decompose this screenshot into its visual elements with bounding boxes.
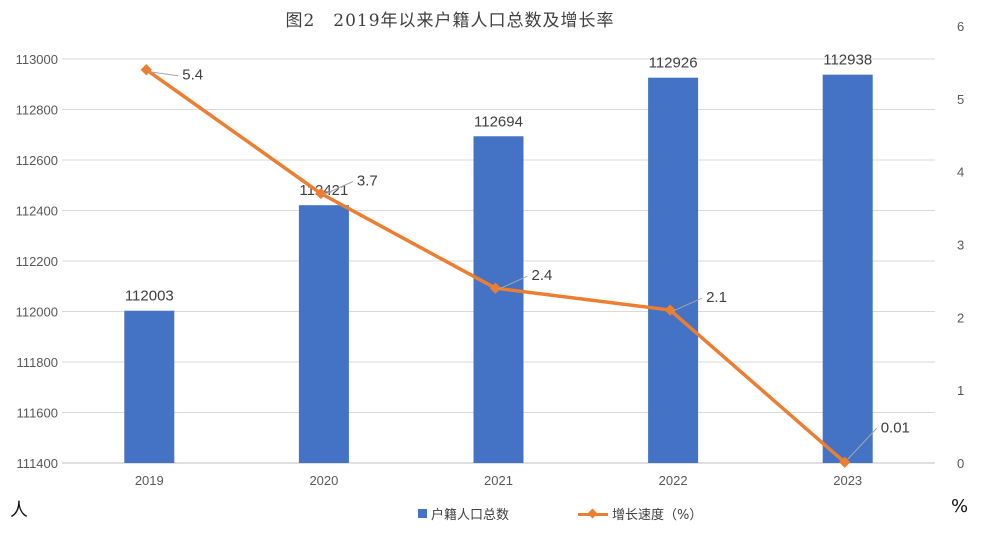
line-marker <box>315 187 327 200</box>
legend-item-bar[interactable]: 户籍人口总数 <box>418 504 509 523</box>
right-axis-tick-label: 6 <box>957 19 964 34</box>
legend: 户籍人口总数 增长速度（%） <box>0 504 1000 524</box>
legend-bar-swatch <box>418 509 427 518</box>
right-axis-tick-label: 1 <box>957 383 964 398</box>
left-axis-tick-label: 112000 <box>16 305 58 320</box>
x-axis-tick-label: 2022 <box>659 473 688 488</box>
bar <box>822 74 873 463</box>
bar-data-label: 112003 <box>125 288 174 305</box>
line-data-label: 2.1 <box>706 289 727 306</box>
line-data-label: 5.4 <box>182 67 203 84</box>
right-axis-tick-label: 5 <box>957 92 964 107</box>
left-axis-tick-label: 111800 <box>17 355 58 370</box>
left-axis-tick-label: 112400 <box>16 204 58 219</box>
left-axis-tick-label: 112600 <box>16 153 58 168</box>
left-axis-tick-label: 113000 <box>16 52 58 67</box>
bar <box>124 310 175 463</box>
data-label-leader <box>149 71 179 77</box>
legend-line-swatch <box>578 509 608 519</box>
data-label-leader <box>672 297 703 312</box>
line-data-label: 2.4 <box>532 267 553 284</box>
x-axis-tick-label: 2019 <box>135 473 164 488</box>
left-axis-tick-label: 112800 <box>16 103 58 118</box>
bar-data-label: 112938 <box>823 52 872 69</box>
line-marker <box>489 282 502 294</box>
line-data-label: 0.01 <box>881 419 910 436</box>
right-axis-tick-label: 4 <box>957 165 964 180</box>
x-axis-tick-label: 2020 <box>309 473 338 488</box>
right-axis-tick-label: 2 <box>957 310 964 325</box>
legend-label-bar: 户籍人口总数 <box>431 508 510 523</box>
data-label-leader <box>498 275 528 290</box>
legend-item-line[interactable]: 增长速度（%） <box>578 504 702 523</box>
left-axis-tick-label: 111400 <box>17 456 58 471</box>
bar <box>648 77 699 463</box>
data-label-leader <box>847 427 878 460</box>
x-axis-tick-label: 2023 <box>833 473 862 488</box>
data-label-leader <box>323 181 354 195</box>
left-axis-tick-label: 112200 <box>16 254 58 269</box>
left-axis-tick-label: 111600 <box>17 406 58 421</box>
right-axis-tick-label: 3 <box>957 238 964 253</box>
line-marker <box>664 304 676 316</box>
left-axis-unit: 人 <box>10 500 28 521</box>
x-axis-tick-label: 2021 <box>484 473 513 488</box>
bar <box>298 205 349 463</box>
bar-data-label: 112926 <box>649 55 698 72</box>
bar <box>473 136 524 463</box>
legend-label-line: 增长速度（%） <box>612 508 703 523</box>
line-data-label: 3.7 <box>357 173 378 190</box>
right-axis-tick-label: 0 <box>957 456 964 471</box>
bar-data-label: 112694 <box>474 113 523 130</box>
chart-title: 图2 2019年以来户籍人口总数及增长率 <box>285 11 615 31</box>
right-axis-unit: % <box>951 496 969 517</box>
line-marker <box>839 456 851 468</box>
